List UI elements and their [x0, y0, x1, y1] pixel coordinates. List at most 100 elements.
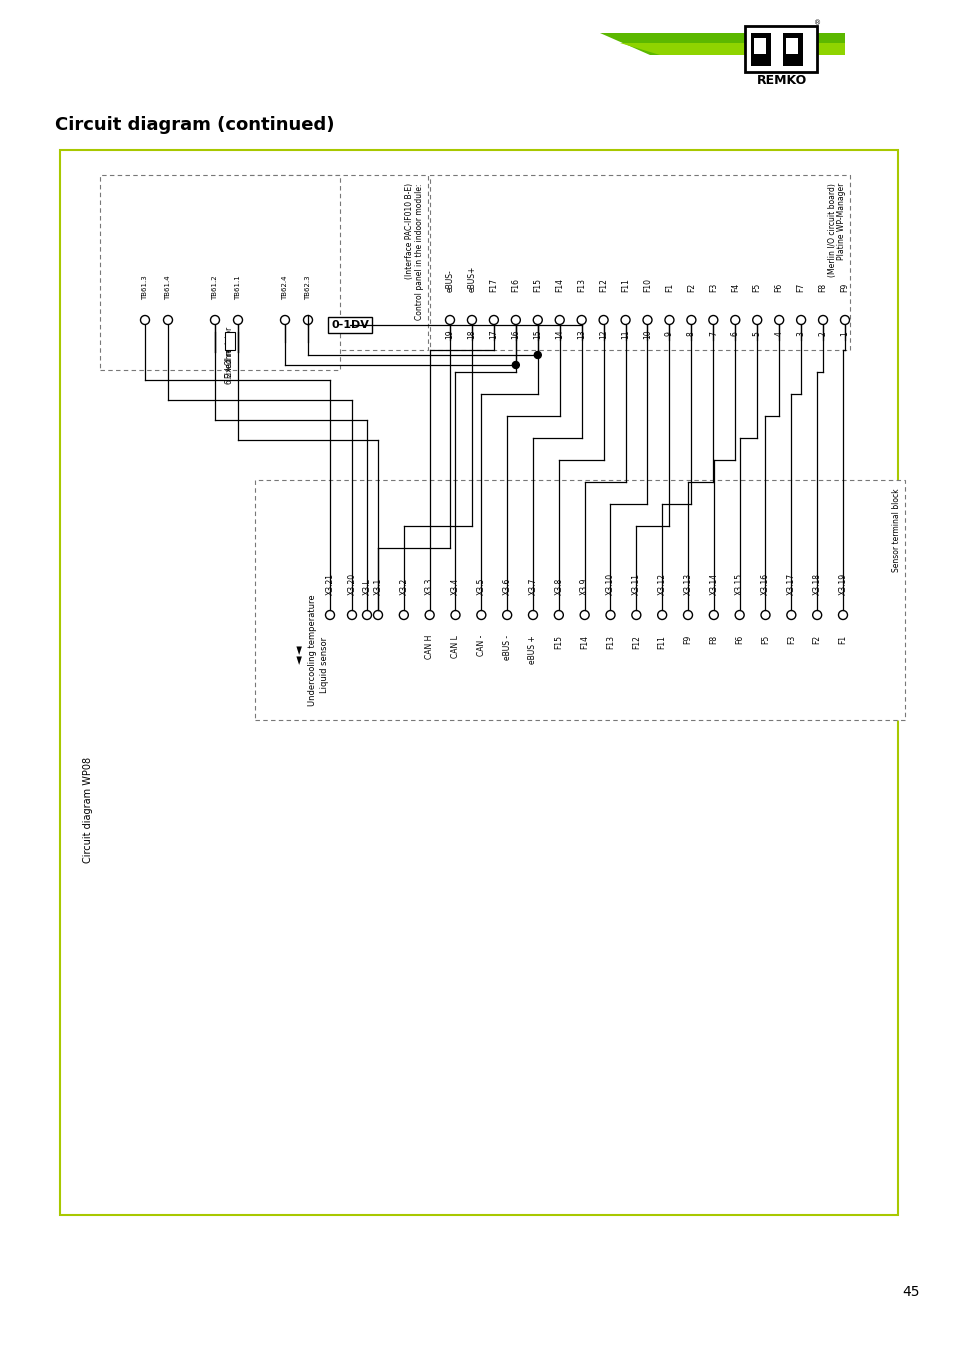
Text: CAN H: CAN H — [425, 634, 434, 659]
Text: 18: 18 — [467, 329, 476, 339]
Text: 9: 9 — [664, 332, 673, 336]
Text: F5: F5 — [752, 282, 760, 292]
Text: F10: F10 — [642, 278, 651, 292]
Text: F1: F1 — [838, 634, 846, 644]
Bar — [248, 176, 428, 350]
Text: Circuit diagram WP08: Circuit diagram WP08 — [83, 757, 92, 863]
Text: 19: 19 — [445, 329, 454, 339]
Text: F13: F13 — [577, 278, 585, 292]
Polygon shape — [669, 32, 844, 55]
Text: 0-1DV: 0-1DV — [331, 320, 369, 329]
Text: 45: 45 — [902, 1285, 919, 1299]
Bar — [750, 32, 770, 66]
Text: Control panel in the indoor module:: Control panel in the indoor module: — [415, 184, 423, 320]
Text: CAN L: CAN L — [451, 634, 459, 657]
Text: X3.10: X3.10 — [605, 572, 615, 595]
Text: F3: F3 — [786, 634, 795, 644]
Text: 14: 14 — [555, 329, 563, 339]
Text: X3.2: X3.2 — [399, 578, 408, 595]
Text: Platine WP-Manager: Platine WP-Manager — [836, 184, 845, 261]
Text: ◄: ◄ — [294, 656, 305, 664]
Text: F13: F13 — [605, 634, 615, 649]
Bar — [770, 50, 782, 66]
Text: REMKO: REMKO — [756, 73, 806, 86]
Text: F2: F2 — [812, 634, 821, 644]
Bar — [254, 481, 904, 720]
Text: F17: F17 — [489, 278, 497, 292]
Text: eBUS-: eBUS- — [445, 269, 454, 292]
Text: eBUS +: eBUS + — [528, 634, 537, 664]
Text: X3.21: X3.21 — [325, 572, 335, 595]
Text: TB61.1: TB61.1 — [234, 275, 241, 300]
Text: 3: 3 — [796, 332, 804, 336]
Text: Fixed resistor: Fixed resistor — [225, 327, 234, 378]
Text: TB61.3: TB61.3 — [142, 275, 148, 300]
Text: F8: F8 — [818, 284, 826, 292]
Text: F12: F12 — [598, 278, 607, 292]
Circle shape — [512, 362, 518, 369]
Text: 1: 1 — [840, 332, 848, 336]
Text: 16: 16 — [511, 329, 519, 339]
Text: X3.13: X3.13 — [682, 572, 692, 595]
Text: F14: F14 — [555, 278, 563, 292]
Text: 8: 8 — [686, 332, 695, 336]
Polygon shape — [599, 32, 669, 55]
Text: F8: F8 — [709, 634, 718, 644]
Text: F7: F7 — [796, 282, 804, 292]
Text: X3.9: X3.9 — [579, 578, 589, 595]
Text: 15: 15 — [533, 329, 541, 339]
Text: TB61.2: TB61.2 — [212, 275, 218, 300]
Text: (Merlin I/O circuit board): (Merlin I/O circuit board) — [827, 184, 836, 277]
Text: 7: 7 — [708, 332, 717, 336]
Text: X3.16: X3.16 — [760, 572, 769, 595]
Text: F15: F15 — [533, 278, 541, 292]
Text: F2: F2 — [686, 284, 695, 292]
Text: TB62.4: TB62.4 — [282, 275, 288, 300]
Text: F9: F9 — [840, 282, 848, 292]
Text: Sensor terminal block: Sensor terminal block — [891, 487, 900, 571]
Text: X3.12: X3.12 — [657, 572, 666, 595]
Text: TB62.3: TB62.3 — [305, 275, 311, 300]
Bar — [753, 38, 765, 54]
Text: F11: F11 — [620, 278, 629, 292]
Bar — [430, 176, 849, 350]
Text: F6: F6 — [774, 282, 782, 292]
Text: 11: 11 — [620, 329, 629, 339]
Polygon shape — [669, 43, 844, 55]
Text: eBUS+: eBUS+ — [467, 266, 476, 292]
Text: X3.5: X3.5 — [476, 578, 485, 595]
Bar — [60, 150, 897, 1215]
Text: X3.15: X3.15 — [735, 572, 743, 595]
Text: Circuit diagram (continued): Circuit diagram (continued) — [55, 116, 335, 134]
Text: Liquid sensor: Liquid sensor — [320, 637, 329, 693]
Text: eBUS -: eBUS - — [502, 634, 511, 660]
Text: 6.2 kOhm: 6.2 kOhm — [225, 347, 234, 385]
Text: 4: 4 — [774, 332, 782, 336]
Text: 5: 5 — [752, 332, 760, 336]
Text: F6: F6 — [735, 634, 743, 644]
Text: F1: F1 — [664, 284, 673, 292]
Text: F14: F14 — [579, 634, 589, 649]
Text: F15: F15 — [554, 634, 562, 649]
Text: X3.6: X3.6 — [502, 578, 511, 595]
Text: ®: ® — [814, 20, 821, 26]
Text: X3.11: X3.11 — [631, 572, 640, 595]
Text: X3.18: X3.18 — [812, 572, 821, 595]
Text: 17: 17 — [489, 329, 497, 339]
Bar — [785, 38, 797, 54]
Polygon shape — [619, 43, 669, 55]
Text: X3.7: X3.7 — [528, 578, 537, 595]
Text: X3.19: X3.19 — [838, 572, 846, 595]
Text: F5: F5 — [760, 634, 769, 644]
Text: X3.17: X3.17 — [786, 572, 795, 595]
Text: CAN -: CAN - — [476, 634, 485, 656]
Text: F12: F12 — [631, 634, 640, 649]
Text: F4: F4 — [730, 282, 739, 292]
Text: F11: F11 — [657, 634, 666, 649]
Text: X3.4: X3.4 — [451, 578, 459, 595]
Text: X3.L: X3.L — [362, 578, 371, 595]
Text: Undercooling temperature: Undercooling temperature — [308, 594, 317, 706]
Text: TB61.4: TB61.4 — [165, 275, 171, 300]
Text: X3.3: X3.3 — [425, 578, 434, 595]
Text: 2: 2 — [818, 332, 826, 336]
